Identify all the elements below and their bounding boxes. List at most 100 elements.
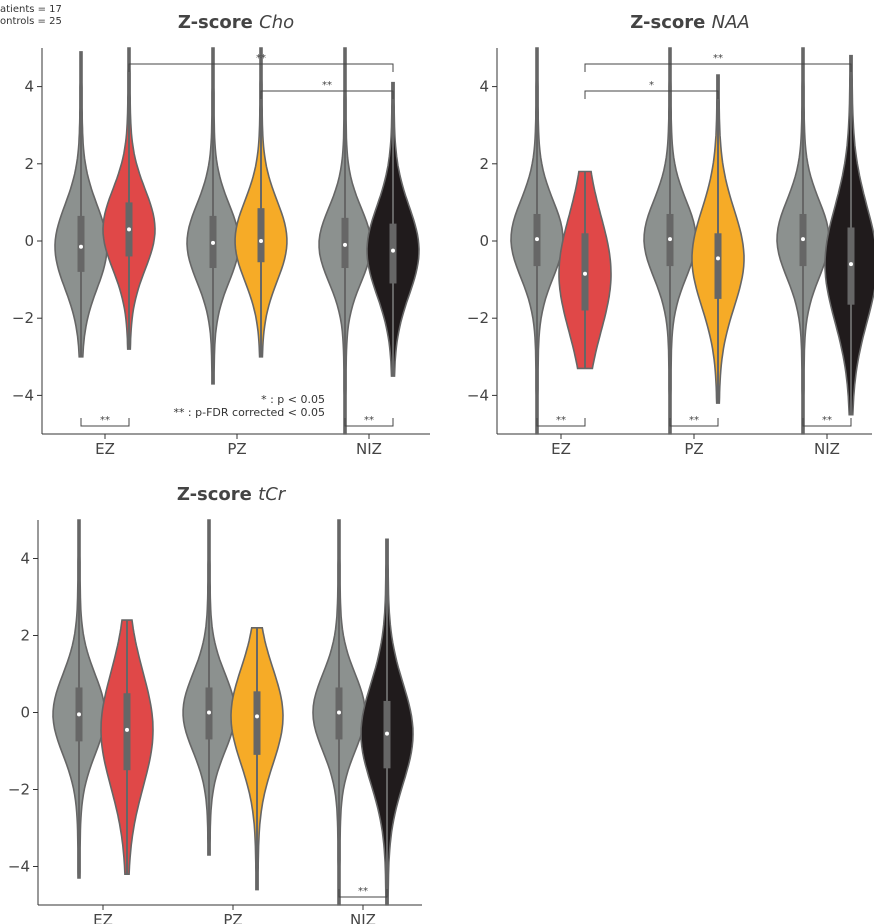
bracket-line: [802, 418, 852, 427]
bracket-line: [338, 889, 388, 898]
violin-PZ-patient: [230, 627, 284, 891]
bracket-line: [536, 418, 586, 427]
significance-bracket-bottom: **: [344, 415, 394, 427]
chart-title-bold: Z-score: [177, 484, 258, 505]
violin-PZ-control: [643, 47, 697, 435]
chart-title: Z-score Cho: [178, 12, 294, 33]
violin-NIZ-control: [312, 519, 366, 906]
y-tick-label: 0: [24, 232, 34, 250]
violin-EZ-control: [54, 51, 108, 358]
violin-PZ-patient: [691, 74, 745, 404]
violin-median-dot: [391, 248, 395, 253]
violin-NIZ-patient: [366, 81, 420, 377]
chart-panel-Cho: Z-score Cho −4 −2 0 2 4 EZ PZ NIZ ** ** ** **: [12, 12, 430, 458]
y-tick-label: −4: [12, 386, 34, 404]
significance-note-line2: ** : p-FDR corrected < 0.05: [173, 406, 325, 419]
bracket-label: **: [822, 415, 832, 426]
violin-NIZ-patient: [824, 54, 874, 416]
significance-bracket-bottom: **: [536, 415, 586, 427]
significance-bracket-bottom: **: [802, 415, 852, 427]
bracket-label: **: [322, 80, 332, 91]
violin-iqr-box: [389, 223, 397, 284]
violin-median-dot: [801, 237, 805, 242]
violin-median-dot: [535, 237, 539, 242]
violin-PZ-patient: [234, 47, 288, 358]
violin-median-dot: [849, 262, 853, 267]
bracket-label: **: [358, 886, 368, 897]
violin-median-dot: [211, 240, 215, 245]
bracket-label: **: [256, 53, 266, 64]
bracket-line: [80, 418, 130, 427]
chart-title: Z-score tCr: [177, 484, 287, 505]
y-tick-label: 2: [20, 627, 30, 645]
bracket-label: **: [689, 415, 699, 426]
y-tick-label: 4: [479, 78, 489, 96]
violin-EZ-patient: [102, 47, 156, 350]
bracket-line: [584, 90, 719, 99]
violin-median-dot: [716, 256, 720, 261]
significance-note-line1: * : p < 0.05: [261, 393, 325, 406]
chart-title-italic: Cho: [259, 12, 294, 33]
y-tick-label: 2: [479, 155, 489, 173]
bracket-line: [584, 63, 852, 72]
y-tick-label: 4: [20, 550, 30, 568]
significance-note: * : p < 0.05 ** : p-FDR corrected < 0.05: [173, 393, 325, 419]
y-tick-label: 0: [479, 232, 489, 250]
violin-iqr-box: [257, 208, 265, 263]
violin-median-dot: [77, 712, 81, 717]
bracket-line: [669, 418, 719, 427]
chart-panel-tCr: Z-score tCr −4 −2 0 2 4 EZ PZ NIZ **: [8, 484, 422, 924]
y-tick-label: 2: [24, 155, 34, 173]
significance-bracket-top: **: [128, 53, 394, 72]
x-tick-label: EZ: [551, 440, 571, 458]
x-tick-label: NIZ: [350, 911, 376, 924]
y-tick-label: −2: [467, 309, 489, 327]
violin-median-dot: [125, 727, 129, 732]
violin-EZ-patient: [100, 619, 154, 875]
violin-PZ-control: [182, 519, 236, 856]
bracket-label: **: [713, 53, 723, 64]
x-tick-label: NIZ: [814, 440, 840, 458]
bracket-line: [260, 90, 394, 99]
violin-median-dot: [79, 244, 83, 249]
chart-title-italic: tCr: [258, 484, 287, 505]
significance-bracket-top: **: [584, 53, 852, 72]
violin-NIZ-control: [318, 47, 372, 435]
controls-count-label: ontrols = 25: [0, 16, 62, 27]
violin-median-dot: [343, 242, 347, 247]
bracket-label: **: [364, 415, 374, 426]
violin-median-dot: [259, 239, 263, 243]
significance-bracket-bottom: **: [80, 415, 130, 427]
violin-median-dot: [255, 714, 259, 719]
sample-size-note: atients = 17 ontrols = 25: [0, 4, 62, 28]
chart-title-italic: NAA: [712, 12, 750, 33]
violin-median-dot: [385, 731, 389, 736]
x-tick-label: PZ: [223, 911, 242, 924]
bracket-label: *: [649, 80, 654, 91]
y-tick-label: −4: [467, 386, 489, 404]
chart-title-bold: Z-score: [178, 12, 259, 33]
violin-iqr-box: [714, 233, 722, 299]
violin-NIZ-patient: [360, 538, 414, 906]
violin-iqr-box: [253, 691, 261, 755]
violin-PZ-control: [186, 47, 240, 385]
y-tick-label: −2: [12, 309, 34, 327]
violin-median-dot: [207, 710, 211, 715]
chart-title: Z-score NAA: [630, 12, 749, 33]
bracket-line: [128, 63, 394, 72]
chart-title-bold: Z-score: [630, 12, 711, 33]
x-tick-label: EZ: [95, 440, 115, 458]
violin-iqr-box: [77, 215, 85, 272]
violin-NIZ-control: [776, 47, 830, 435]
y-tick-label: −2: [8, 781, 30, 799]
patients-count-label: atients = 17: [0, 4, 62, 15]
violin-EZ-patient: [558, 170, 612, 370]
y-tick-label: 4: [24, 78, 34, 96]
x-tick-label: NIZ: [356, 440, 382, 458]
violin-EZ-control: [52, 519, 106, 879]
significance-bracket-bottom: **: [338, 886, 388, 898]
violin-EZ-control: [510, 47, 564, 435]
significance-bracket-top: *: [584, 80, 719, 99]
